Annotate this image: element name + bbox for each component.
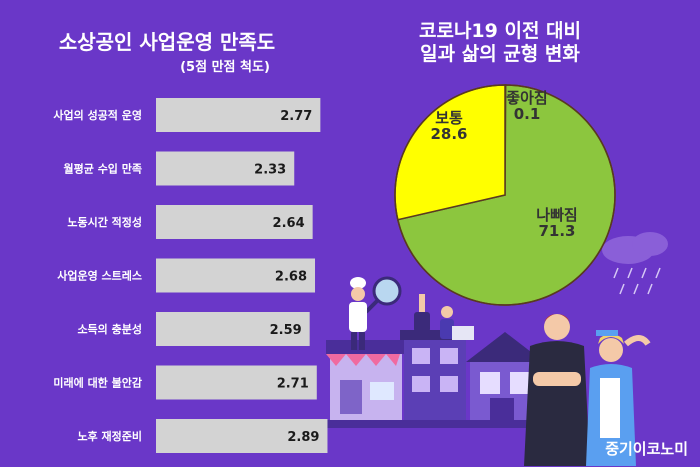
bar-value-label: 2.71: [277, 377, 309, 392]
bar-chart: 사업의 성공적 운영 2.77 월평균 수입 만족 2.33 노동시간 적정성 2.64 사…: [53, 98, 328, 453]
chef-figure: [349, 277, 367, 350]
bar-value-label: 2.89: [287, 430, 319, 445]
bar: [156, 365, 317, 400]
bar-value-label: 2.33: [254, 163, 286, 178]
man-figure: [524, 314, 590, 466]
illustration: [326, 232, 668, 466]
pie-slice-label: 좋아짐: [506, 89, 547, 107]
bar: [156, 205, 313, 239]
left-chart-subtitle: (5점 만점 척도): [180, 60, 270, 75]
bar-value-label: 2.64: [273, 216, 305, 231]
pie-slice-label: 나빠짐: [536, 206, 577, 224]
bar: [156, 258, 316, 293]
bar-value-label: 2.68: [275, 270, 307, 285]
pie-slice-label: 보통: [435, 109, 463, 127]
pie-slice-value: 28.6: [430, 125, 467, 143]
bar-category-label: 월평균 수입 만족: [64, 162, 143, 176]
woman-figure: [586, 330, 651, 466]
bar-category-label: 사업운영 스트레스: [57, 269, 142, 283]
bar: [156, 151, 295, 186]
left-chart-title: 소상공인 사업운영 만족도: [58, 30, 276, 54]
bar-value-label: 2.59: [270, 323, 302, 338]
bar: [156, 312, 310, 346]
bar: [156, 98, 321, 132]
right-chart-title-line2: 일과 삶의 균형 변화: [420, 43, 580, 65]
bar-category-label: 사업의 성공적 운영: [53, 108, 142, 122]
bar: [156, 419, 328, 453]
right-chart-title: 코로나19 이전 대비 일과 삶의 균형 변화: [360, 20, 640, 66]
magnifier-icon: [364, 276, 402, 314]
bar-category-label: 소득의 충분성: [77, 322, 142, 336]
rain-cloud-icon: [602, 232, 668, 295]
bar-category-label: 미래에 대한 불안감: [53, 376, 142, 390]
shop-buildings: [326, 330, 546, 428]
pie-outline: [394, 84, 616, 306]
bar-value-label: 2.77: [280, 109, 312, 124]
watermark: 중기이코노미: [605, 440, 688, 458]
pie-slice: [394, 84, 506, 221]
bar-category-label: 노후 재정준비: [77, 429, 142, 443]
worker-figure: [414, 294, 474, 340]
pie-slice-value: 71.3: [538, 222, 575, 240]
pie-slice-value: 0.1: [514, 105, 541, 123]
right-chart-title-line1: 코로나19 이전 대비: [418, 20, 582, 42]
bar-category-label: 노동시간 적정성: [67, 215, 142, 229]
